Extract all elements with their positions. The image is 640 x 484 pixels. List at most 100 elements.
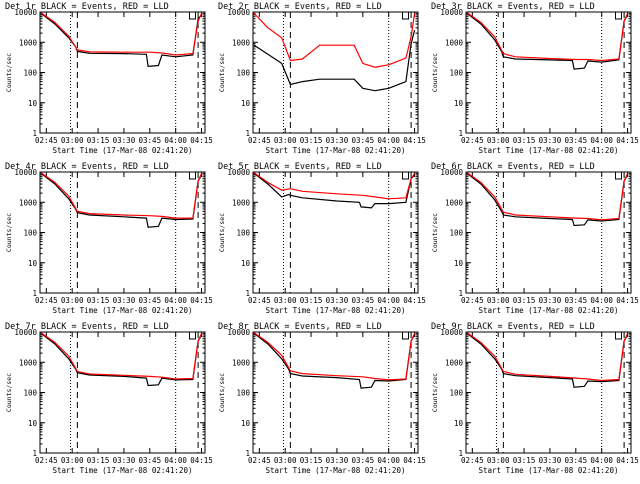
y-tick-label: 1 xyxy=(32,449,37,458)
red-lld-line xyxy=(40,332,203,380)
detector-panel: Det 5r BLACK = Events, RED = LLD 1 10 100 10… xyxy=(218,162,426,315)
x-tick-label: 03:45 xyxy=(352,136,375,145)
flag-marker xyxy=(401,332,409,340)
x-tick-label: 02:45 xyxy=(461,456,484,465)
x-tick-label: 03:00 xyxy=(274,296,297,305)
x-tick-label: 03:15 xyxy=(513,456,536,465)
detector-panel: Det 1r BLACK = Events, RED = LLD 1 10 100 10… xyxy=(5,2,213,155)
y-tick-label: 10000 xyxy=(440,8,463,17)
x-tick-label: 04:15 xyxy=(403,456,426,465)
plot-frame xyxy=(252,331,419,454)
y-tick-label: 10000 xyxy=(14,168,37,177)
y-tick-label: 100 xyxy=(449,389,463,398)
x-tick-label: 03:00 xyxy=(487,296,510,305)
y-tick-label: 100 xyxy=(236,69,250,78)
y-axis-label: Counts/sec xyxy=(431,373,439,412)
x-tick-label: 03:00 xyxy=(487,456,510,465)
x-tick-label: 03:30 xyxy=(113,296,136,305)
black-events-line xyxy=(40,332,203,387)
x-tick-label: 04:00 xyxy=(164,136,187,145)
x-tick-label: 04:15 xyxy=(403,296,426,305)
black-events-line xyxy=(466,172,629,227)
x-tick-label: 04:15 xyxy=(616,456,639,465)
y-tick-label: 1000 xyxy=(445,358,464,367)
y-tick-label: 1 xyxy=(458,289,463,298)
panel-title: Det 3r BLACK = Events, RED = LLD xyxy=(431,2,595,12)
flag-marker xyxy=(401,172,409,180)
panel-title: Det 1r BLACK = Events, RED = LLD xyxy=(5,2,169,12)
y-tick-label: 10000 xyxy=(14,8,37,17)
y-axis-label: Counts/sec xyxy=(5,53,13,92)
x-tick-label: 03:30 xyxy=(539,456,562,465)
y-tick-label: 1000 xyxy=(232,358,251,367)
y-tick-label: 1000 xyxy=(445,38,464,47)
plot-frame xyxy=(465,331,632,454)
flag-marker xyxy=(401,12,409,20)
x-tick-label: 03:00 xyxy=(61,296,84,305)
x-tick-label: 04:00 xyxy=(590,136,613,145)
y-tick-label: 10000 xyxy=(227,328,250,337)
x-tick-label: 03:15 xyxy=(87,296,110,305)
red-lld-line xyxy=(40,12,203,56)
x-tick-label: 03:00 xyxy=(274,136,297,145)
y-tick-label: 100 xyxy=(449,229,463,238)
flag-marker xyxy=(188,332,196,340)
x-axis-label: Start Time (17-Mar-08 02:41:20) xyxy=(479,146,619,155)
y-axis-label: Counts/sec xyxy=(431,53,439,92)
black-events-line xyxy=(40,12,203,67)
detector-panel: Det 7r BLACK = Events, RED = LLD 1 10 100 10… xyxy=(5,322,213,475)
x-tick-label: 04:00 xyxy=(590,456,613,465)
x-tick-label: 02:45 xyxy=(35,296,58,305)
y-tick-label: 1000 xyxy=(19,38,38,47)
plot-frame xyxy=(465,171,632,294)
flag-marker xyxy=(614,332,622,340)
x-tick-label: 04:15 xyxy=(616,296,639,305)
flag-marker xyxy=(614,172,622,180)
black-events-line xyxy=(253,332,416,389)
y-tick-label: 1 xyxy=(32,129,37,138)
y-tick-label: 1 xyxy=(245,449,250,458)
y-tick-label: 10000 xyxy=(440,328,463,337)
y-axis-label: Counts/sec xyxy=(218,53,226,92)
x-tick-label: 02:45 xyxy=(248,456,271,465)
detector-panel: Det 8r BLACK = Events, RED = LLD 1 10 100 10… xyxy=(218,322,426,475)
x-tick-label: 03:00 xyxy=(487,136,510,145)
y-tick-label: 1000 xyxy=(232,38,251,47)
x-tick-label: 03:00 xyxy=(274,456,297,465)
y-tick-label: 10 xyxy=(454,99,464,108)
y-tick-label: 10 xyxy=(28,259,38,268)
y-axis-label: Counts/sec xyxy=(5,373,13,412)
y-tick-label: 1000 xyxy=(19,358,38,367)
plot-frame xyxy=(252,171,419,294)
black-events-line xyxy=(253,30,416,92)
y-tick-label: 10000 xyxy=(14,328,37,337)
x-tick-label: 02:45 xyxy=(248,296,271,305)
x-tick-label: 03:30 xyxy=(326,296,349,305)
plot-frame xyxy=(39,331,206,454)
x-tick-label: 04:00 xyxy=(377,296,400,305)
y-tick-label: 1 xyxy=(458,129,463,138)
x-axis-label: Start Time (17-Mar-08 02:41:20) xyxy=(266,306,406,315)
x-tick-label: 03:15 xyxy=(513,296,536,305)
flag-marker xyxy=(188,172,196,180)
x-tick-label: 03:30 xyxy=(113,456,136,465)
detector-panel: Det 2r BLACK = Events, RED = LLD 1 10 100 10… xyxy=(218,2,426,155)
red-lld-line xyxy=(253,172,416,200)
x-tick-label: 03:00 xyxy=(61,456,84,465)
x-tick-label: 04:15 xyxy=(403,136,426,145)
y-axis-label: Counts/sec xyxy=(431,213,439,252)
red-lld-line xyxy=(253,12,416,68)
x-tick-label: 04:15 xyxy=(190,296,213,305)
y-tick-label: 10000 xyxy=(440,168,463,177)
red-lld-line xyxy=(466,12,629,62)
x-tick-label: 02:45 xyxy=(35,456,58,465)
red-lld-line xyxy=(253,332,416,381)
x-tick-label: 03:15 xyxy=(513,136,536,145)
x-tick-label: 03:45 xyxy=(352,456,375,465)
x-tick-label: 03:45 xyxy=(565,296,588,305)
flag-marker xyxy=(614,12,622,20)
x-tick-label: 04:15 xyxy=(190,136,213,145)
red-lld-line xyxy=(466,332,629,382)
x-tick-label: 03:15 xyxy=(300,136,323,145)
